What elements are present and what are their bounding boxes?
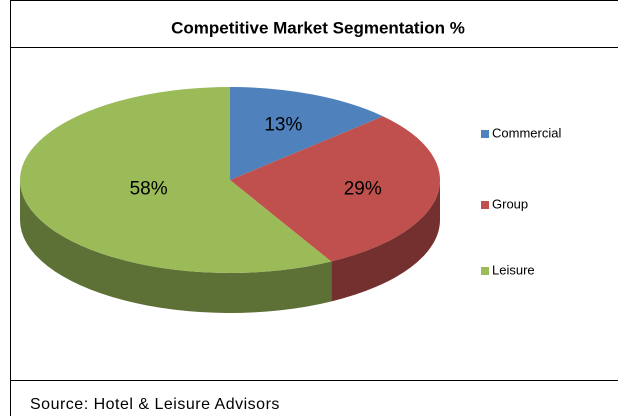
data-label: 58%: [130, 178, 168, 199]
data-label: 13%: [264, 114, 302, 135]
legend-swatch: [481, 267, 489, 275]
slice: [230, 87, 384, 180]
slice: [230, 116, 440, 262]
legend-label: Group: [492, 196, 528, 211]
data-label: 29%: [344, 178, 382, 199]
source-note: Source: Hotel & Leisure Advisors: [30, 396, 280, 413]
pie: [19, 87, 440, 313]
chart-title: Competitive Market Segmentation %: [171, 18, 465, 37]
legend-label: Commercial: [492, 125, 561, 140]
slice-side: [331, 180, 440, 302]
legend-swatch: [481, 130, 489, 138]
legend-swatch: [481, 201, 489, 209]
slice: [19, 87, 332, 274]
legend-label: Leisure: [492, 262, 535, 277]
slice-side: [20, 180, 332, 313]
